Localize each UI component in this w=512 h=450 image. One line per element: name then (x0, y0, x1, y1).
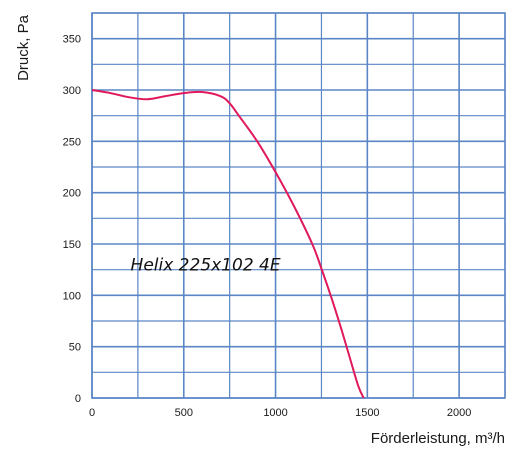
x-tick-label: 500 (175, 407, 193, 419)
series-layer (91, 89, 365, 399)
x-tick-label: 0 (89, 407, 95, 419)
plot-frame (91, 12, 506, 399)
y-tick-label: 300 (63, 85, 81, 97)
y-tick-label: 150 (63, 239, 81, 251)
y-tick-label: 200 (63, 188, 81, 200)
y-tick-label: 100 (63, 290, 81, 302)
y-tick-label: 250 (63, 136, 81, 148)
y-tick-label: 50 (69, 342, 81, 354)
x-tick-label: 1000 (263, 407, 287, 419)
y-tick-label: 350 (63, 34, 81, 46)
x-tick-label: 1500 (355, 407, 379, 419)
y-tick-label: 0 (75, 393, 81, 405)
annotations: Helix 225x102 4E (131, 256, 281, 276)
series-line (91, 89, 365, 399)
x-tick-labels: 0 500 1000 1500 2000 (89, 407, 471, 419)
y-axis-label: Druck, Pa (15, 14, 32, 81)
grid (91, 12, 506, 399)
y-tick-labels: 0 50 100 150 200 250 300 350 (63, 34, 81, 405)
x-axis-label: Förderleistung, m³/h (371, 430, 505, 447)
x-tick-label: 2000 (447, 407, 471, 419)
annotation-label: Helix 225x102 4E (131, 256, 281, 276)
